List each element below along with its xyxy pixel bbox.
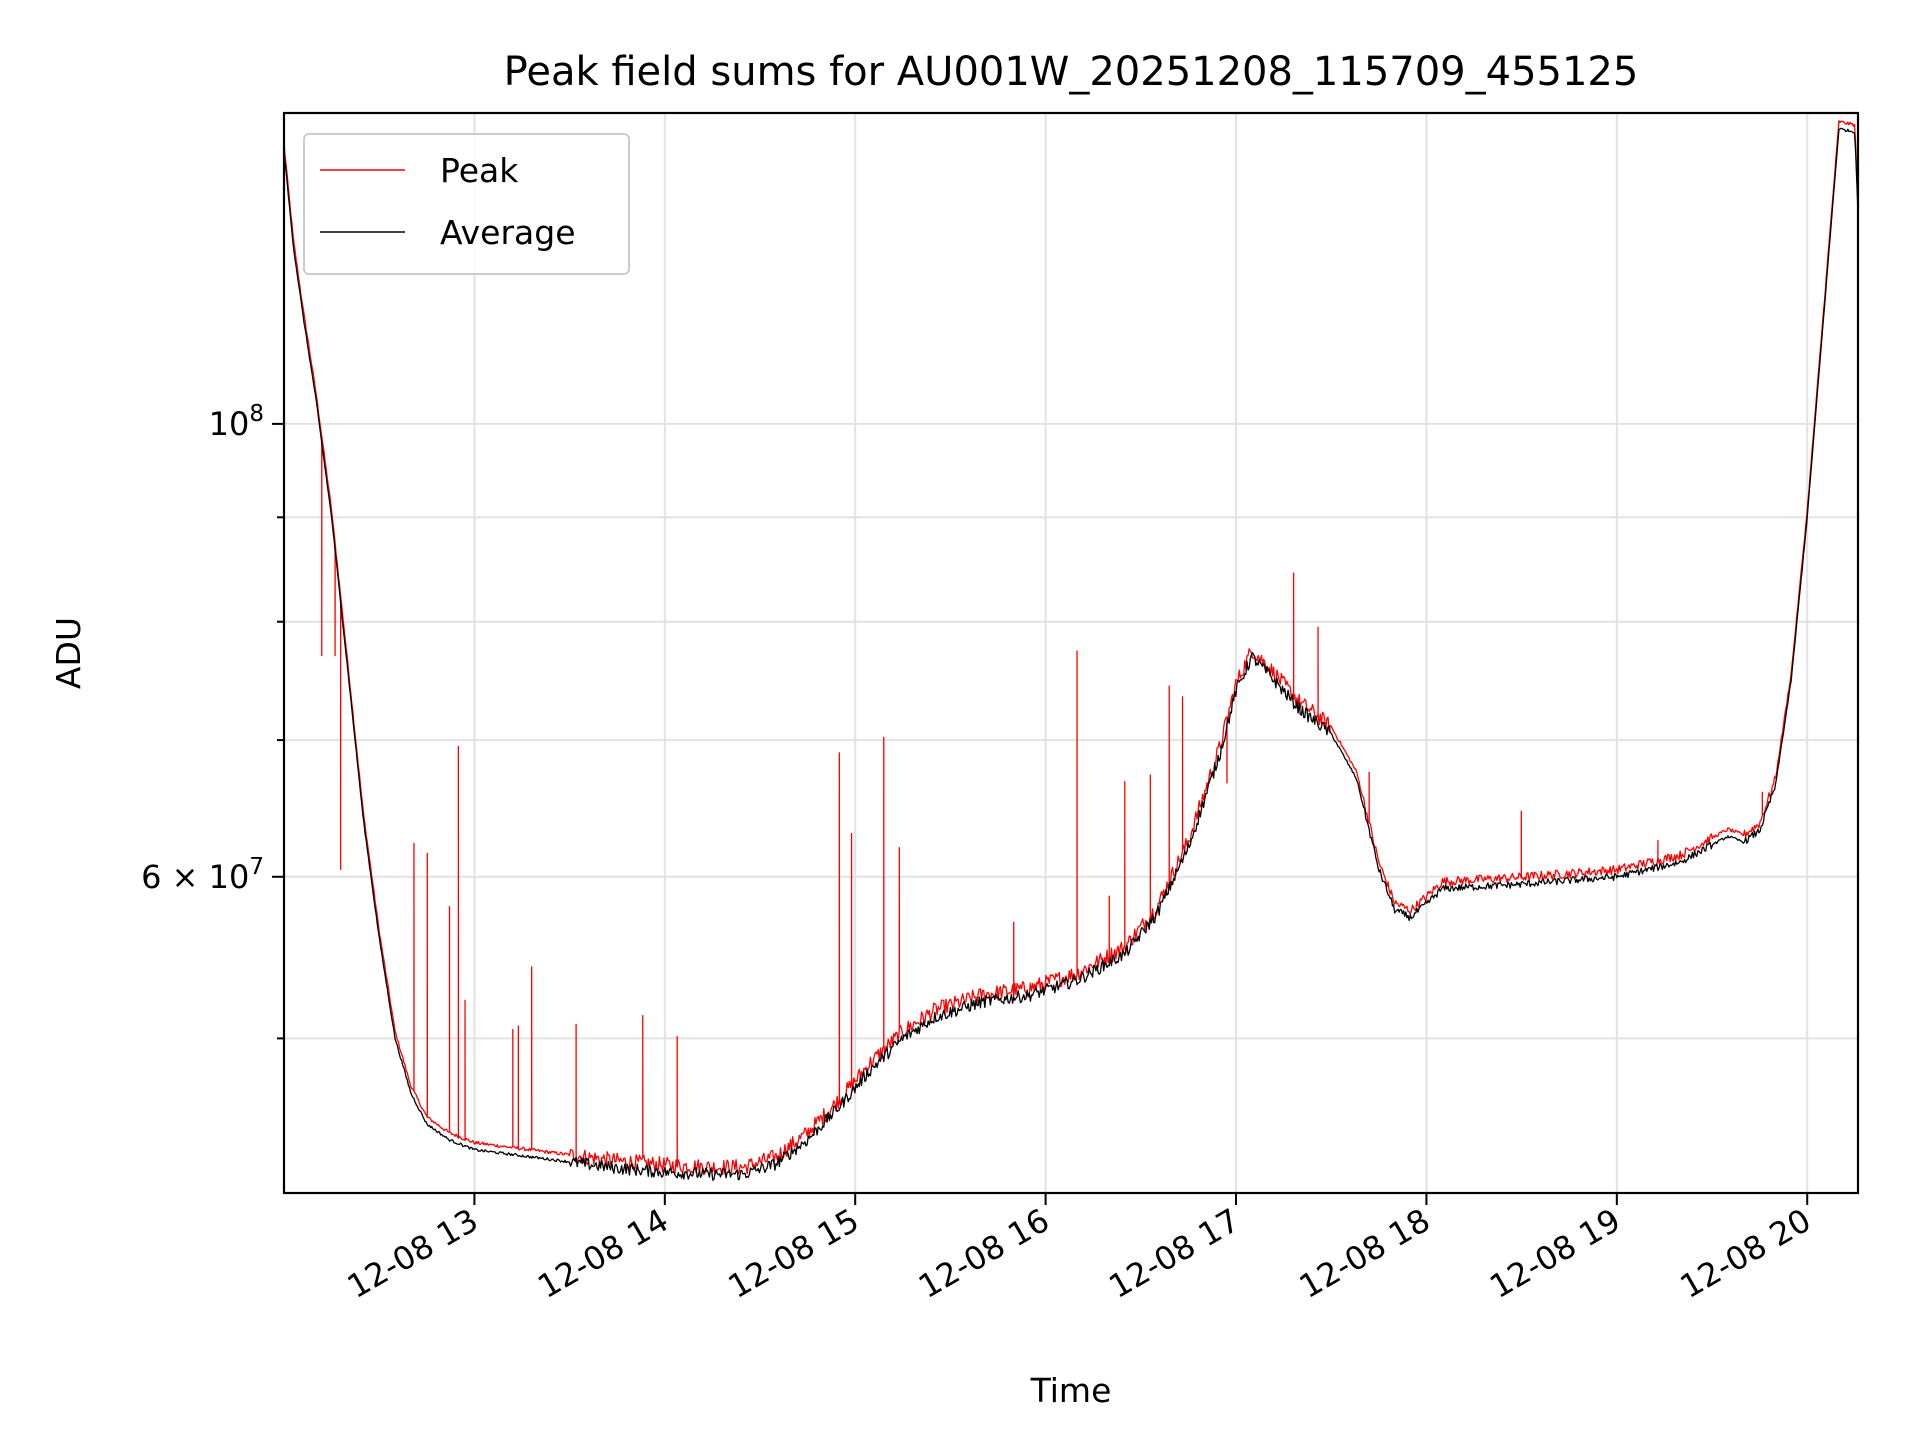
y-tick-label: 6 × 107 [141,854,264,896]
y-axis: 6 × 107 108 [141,401,284,1040]
legend: Peak Average [303,133,630,275]
plot-area [282,111,1860,1195]
grid [284,113,1858,1193]
legend-box [303,133,630,275]
chart-title: Peak field sums for AU001W_20251208_1157… [504,49,1639,95]
series-layer [283,120,1859,1181]
y-tick-label: 108 [209,401,264,443]
y-axis-label: ADU [49,617,88,689]
series-average-line [283,127,1859,1181]
legend-label-average: Average [440,213,576,252]
legend-label-peak: Peak [440,151,519,190]
x-axis-label: Time [1030,1371,1112,1410]
